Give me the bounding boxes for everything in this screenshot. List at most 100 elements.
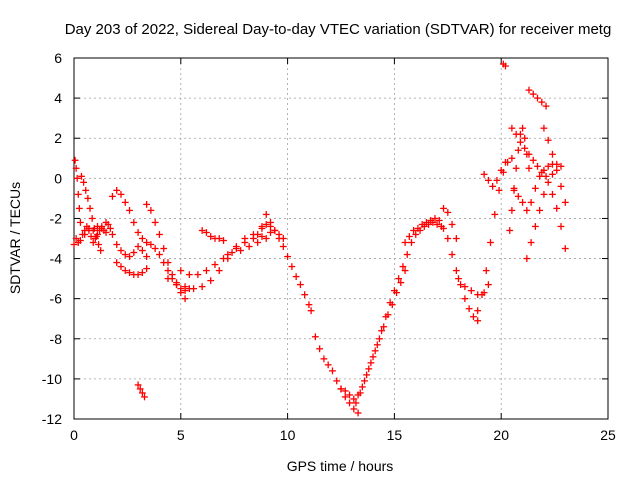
data-point [258,233,266,240]
data-point [408,239,415,246]
data-point [151,245,159,252]
data-point [395,275,403,283]
x-axis-label: GPS time / hours [287,458,394,474]
data-point [480,170,488,178]
data-point [329,367,336,375]
y-tick-label: 4 [54,90,62,106]
data-point [164,259,172,266]
data-point [502,62,509,70]
data-point [399,263,407,270]
data-point [341,393,349,401]
data-point [262,235,270,242]
data-point [512,164,520,172]
data-point [292,273,300,281]
data-point [427,217,435,224]
data-point [391,287,398,295]
data-point [138,247,146,254]
data-point [102,229,110,236]
data-point [508,154,516,162]
chart-title: Day 203 of 2022, Sidereal Day-to-day VTE… [65,21,612,38]
data-point [82,186,90,194]
data-point [452,235,460,242]
data-point [95,241,102,248]
data-point [117,190,125,198]
y-tick-label: -10 [42,371,62,387]
data-point [365,365,373,373]
data-point [72,235,80,242]
data-point [267,229,274,236]
data-point [480,289,488,297]
y-tick-label: -4 [50,251,63,267]
data-point [84,194,92,202]
data-point [474,307,482,315]
data-point [521,134,529,142]
data-point [487,239,494,246]
data-point [354,409,362,417]
data-point [121,199,129,206]
y-tick-label: 0 [54,170,62,186]
data-point [544,178,552,186]
data-point [529,156,537,164]
data-point [232,243,240,250]
data-point [98,225,106,232]
data-point [106,225,114,232]
data-point [284,253,291,260]
data-point [134,229,142,236]
data-point [465,305,473,313]
data-point [134,381,142,389]
data-point [512,130,520,138]
data-point [109,192,116,200]
data-point [461,283,469,291]
data-point [346,399,353,407]
data-point [75,205,83,212]
y-axis-label: SDTVAR / TECUs [7,182,23,294]
data-point [519,124,526,132]
data-point [553,205,561,212]
data-point [557,182,565,190]
data-point [557,162,565,170]
data-point [134,243,142,250]
data-point [414,225,422,232]
data-point [433,221,441,228]
data-point [491,211,499,218]
data-point [198,283,206,291]
data-point [121,267,129,274]
data-point [358,383,366,391]
data-point [431,215,439,222]
data-point [71,156,79,164]
data-point [181,283,189,291]
data-point [544,162,552,170]
data-point [540,124,548,132]
data-point [401,267,409,274]
data-point [519,199,526,206]
data-point [267,223,274,230]
data-point [549,190,556,198]
data-point [147,207,155,214]
data-point [514,192,522,200]
data-point [474,317,482,325]
data-point [361,377,368,385]
data-point [534,162,541,170]
data-point [561,245,569,252]
data-point [77,237,84,244]
data-point [316,345,324,353]
data-point [305,301,313,309]
data-point [510,186,518,194]
data-point [527,239,535,246]
data-point [262,221,270,228]
data-point [508,207,516,214]
y-tick-label: -2 [50,210,63,226]
y-tick-label: -8 [50,331,63,347]
data-point [211,261,219,268]
data-point [440,225,447,232]
data-point [143,239,151,246]
data-point [540,190,548,198]
data-point [521,144,529,152]
data-point [346,391,353,399]
data-point [117,263,125,270]
data-point [363,371,371,379]
data-point [254,239,262,246]
data-point [241,235,249,242]
data-point [536,172,544,180]
data-point [557,223,565,230]
